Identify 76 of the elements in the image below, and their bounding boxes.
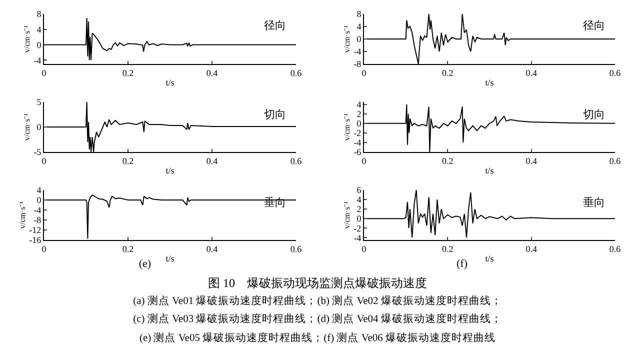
y-tick-label: 8: [356, 9, 362, 20]
x-tick-label: 0.4: [526, 68, 538, 78]
x-axis-title: t/s: [166, 254, 175, 264]
y-tick-label: 4: [36, 185, 42, 196]
x-tick-label: 0.2: [122, 244, 134, 254]
y-tick-label: 0: [356, 118, 362, 129]
x-axis-title: t/s: [166, 78, 175, 88]
y-tick-label: -16: [29, 235, 42, 246]
y-tick-label: -8: [34, 215, 42, 226]
y-tick-label: -4: [354, 232, 362, 243]
x-tick-label: 0.6: [609, 244, 622, 254]
line-series: [364, 14, 615, 64]
x-tick-label: 0.2: [122, 156, 134, 166]
x-tick-label: 0.4: [206, 244, 218, 254]
y-tick-label: -12: [29, 225, 42, 236]
x-tick-label: 0.2: [122, 68, 134, 78]
y-tick-label: 0: [356, 214, 362, 224]
x-tick-label: 0.4: [206, 68, 218, 78]
y-tick-label: 2: [356, 109, 362, 120]
y-tick-label: 0: [36, 195, 42, 206]
line-series: [44, 17, 296, 61]
x-tick-label: 0.4: [526, 244, 538, 254]
y-tick-label: 4: [356, 194, 362, 205]
x-tick-label: 0.2: [442, 156, 454, 166]
x-tick-label: 0.6: [609, 156, 622, 166]
text: (e): [138, 258, 152, 270]
x-axis-title: t/s: [166, 166, 175, 176]
text: (e) 测点 Ve05 爆破振动速度时程曲线；(f) 测点 Ve06 爆破振动速度时程曲线: [138, 331, 497, 346]
y-tick-label: -4: [354, 138, 362, 148]
y-axis-title: v/cm·s⁻¹: [342, 200, 352, 229]
y-tick-label: 2: [356, 204, 362, 214]
x-axis-title: t/s: [485, 254, 494, 264]
y-tick-label: -2: [354, 223, 362, 234]
x-tick-label: 0.4: [206, 156, 218, 166]
y-axis-title: v/cm·s⁻¹: [22, 24, 32, 53]
line-series: [364, 190, 615, 238]
y-tick-label: -4: [354, 46, 362, 57]
y-tick-label: 8: [36, 9, 42, 20]
y-axis-title: v/cm·s⁻¹: [342, 112, 352, 141]
line-series: [44, 102, 296, 152]
text: (c) 测点 Ve03 爆破振动速度时程曲线；(d) 测点 Ve04 爆破振动速度时程曲线；: [132, 312, 503, 327]
annotation: 径向: [583, 20, 605, 32]
y-axis-title: v/cm·s⁻¹: [342, 24, 352, 53]
y-axis-title: v/cm·s⁻¹: [22, 112, 32, 141]
y-tick-label: 0: [36, 122, 42, 132]
y-tick-label: -4: [34, 205, 42, 216]
y-tick-label: -2: [354, 128, 362, 138]
x-axis-title: t/s: [485, 166, 494, 176]
y-axis-title: v/cm·s⁻¹: [18, 200, 27, 229]
y-tick-label: 0: [36, 40, 42, 50]
text: (a) 测点 Ve01 爆破振动速度时程曲线；(b) 测点 Ve02 爆破振动速度时程曲线；: [132, 294, 503, 308]
x-tick-label: 0.4: [526, 156, 538, 166]
y-tick-label: 4: [356, 22, 362, 32]
x-tick-label: 0.2: [442, 244, 454, 254]
text: (f): [456, 258, 468, 270]
annotation: 径向: [264, 20, 286, 32]
annotation: 切向: [264, 108, 286, 121]
x-tick-label: 0.6: [290, 156, 302, 166]
y-tick-label: 4: [36, 24, 42, 35]
y-tick-label: -8: [354, 59, 362, 70]
text: 图 10 爆破振动现场监测点爆破振动速度: [207, 275, 428, 292]
annotation: 切向: [583, 108, 605, 121]
x-tick-label: 0.6: [290, 68, 302, 78]
y-tick-label: 6: [356, 185, 362, 196]
annotation: 垂向: [583, 196, 605, 209]
x-tick-label: 0.6: [290, 244, 302, 254]
y-tick-label: -6: [354, 147, 362, 158]
x-tick-label: 0.2: [442, 68, 454, 78]
x-axis-title: t/s: [485, 78, 494, 88]
x-tick-label: 0.6: [609, 68, 622, 78]
line-series: [364, 104, 615, 152]
y-tick-label: -5: [34, 147, 42, 158]
y-tick-label: 5: [36, 97, 42, 108]
y-tick-label: -4: [34, 55, 42, 66]
y-tick-label: 0: [356, 34, 362, 44]
y-tick-label: 4: [356, 100, 362, 110]
